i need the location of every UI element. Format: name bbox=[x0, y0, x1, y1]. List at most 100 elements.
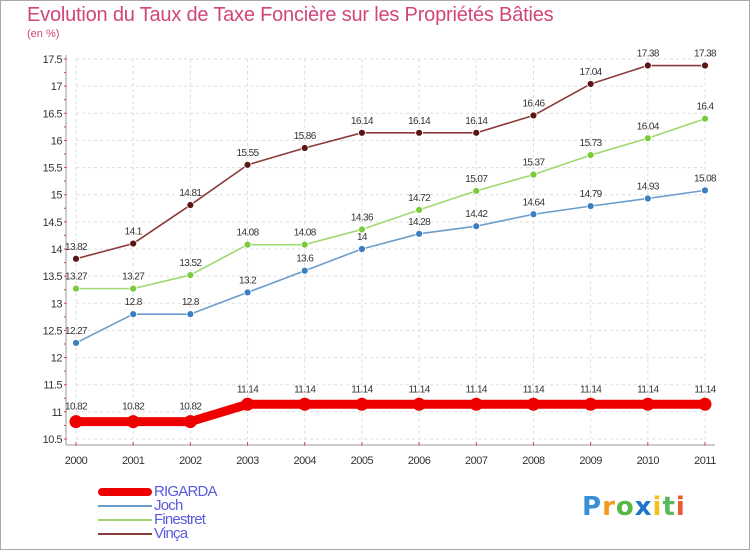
chart-title: Evolution du Taux de Taxe Foncière sur l… bbox=[27, 4, 554, 26]
legend-swatch bbox=[98, 533, 152, 535]
series-vinça bbox=[72, 61, 709, 263]
data-label: 14.72 bbox=[408, 193, 431, 204]
y-tick-label: 16.5 bbox=[43, 108, 63, 120]
series-finestret bbox=[72, 114, 709, 293]
y-tick-label: 16 bbox=[51, 135, 63, 147]
data-point bbox=[72, 254, 80, 263]
data-point bbox=[643, 134, 652, 143]
legend-item-finestret: Finestret bbox=[98, 511, 358, 528]
y-tick-label: 13.5 bbox=[43, 271, 63, 283]
data-label: 16.14 bbox=[351, 116, 374, 127]
legend-item-vinça: Vinça bbox=[98, 525, 358, 542]
legend-swatch bbox=[98, 505, 152, 507]
data-label: 14.08 bbox=[237, 228, 260, 239]
y-tick-label: 15.5 bbox=[43, 163, 63, 175]
data-point bbox=[472, 187, 481, 195]
data-point bbox=[186, 310, 195, 319]
data-point bbox=[701, 61, 709, 70]
x-tick-label: 2006 bbox=[408, 455, 431, 467]
data-point bbox=[472, 128, 481, 137]
grid-lines bbox=[75, 58, 706, 440]
data-label: 10.82 bbox=[65, 402, 88, 413]
legend-swatch bbox=[98, 488, 152, 496]
data-point bbox=[698, 397, 712, 411]
x-tick-label: 2011 bbox=[694, 455, 716, 467]
x-tick-label: 2001 bbox=[122, 455, 145, 467]
data-label: 16.46 bbox=[522, 98, 545, 109]
y-tick-label: 10.5 bbox=[43, 434, 63, 446]
data-label: 17.38 bbox=[637, 49, 660, 60]
data-point bbox=[415, 229, 423, 238]
x-tick-label: 2010 bbox=[637, 455, 660, 467]
data-label: 14.42 bbox=[465, 209, 488, 220]
data-point bbox=[415, 128, 423, 137]
data-point bbox=[126, 415, 140, 429]
logo-letter: r bbox=[602, 492, 616, 522]
y-tick-label: 14.5 bbox=[43, 217, 63, 229]
logo-letter: x bbox=[634, 492, 653, 522]
data-point bbox=[529, 111, 538, 120]
y-tick-label: 17 bbox=[51, 81, 63, 93]
data-point bbox=[241, 397, 255, 411]
data-point bbox=[529, 170, 538, 179]
logo-letter: i bbox=[652, 492, 663, 522]
y-tick-label: 14 bbox=[51, 244, 63, 256]
x-tick-label: 2003 bbox=[236, 455, 259, 467]
series-line-joch bbox=[75, 189, 706, 344]
data-label: 15.55 bbox=[237, 148, 260, 159]
data-label: 14.08 bbox=[294, 228, 317, 239]
data-point bbox=[129, 310, 138, 319]
x-tick-label: 2002 bbox=[179, 455, 202, 467]
data-point bbox=[358, 245, 366, 253]
data-point bbox=[183, 415, 197, 429]
data-label: 14.36 bbox=[351, 212, 374, 223]
data-label: 14.28 bbox=[408, 217, 431, 228]
y-tick-label: 12.5 bbox=[43, 325, 63, 337]
y-tick-label: 11.5 bbox=[43, 380, 62, 392]
series-line-finestret bbox=[76, 117, 706, 290]
series-line-rigarda bbox=[76, 399, 705, 427]
data-label: 12.8 bbox=[182, 297, 200, 308]
x-tick-label: 2000 bbox=[65, 455, 88, 467]
data-label: 14.93 bbox=[637, 182, 660, 193]
series-line-vinça bbox=[75, 64, 705, 260]
proxiti-logo: Proxiti bbox=[582, 492, 686, 522]
data-label: 16.14 bbox=[408, 116, 431, 127]
data-point bbox=[69, 415, 83, 429]
legend-label: RIGARDA bbox=[154, 483, 218, 500]
data-label: 17.04 bbox=[580, 67, 603, 78]
data-label: 16.14 bbox=[465, 116, 488, 127]
data-label: 15.86 bbox=[294, 131, 317, 142]
data-label: 13.27 bbox=[122, 272, 145, 283]
data-label: 14 bbox=[357, 232, 368, 243]
data-labels: 13.82 14.1 14.81 15.55 15.86 16.14 16.14 16.14 1… bbox=[65, 49, 718, 413]
data-label: 11.14 bbox=[351, 384, 373, 395]
data-point bbox=[298, 397, 312, 411]
data-point bbox=[300, 266, 309, 275]
data-point bbox=[129, 239, 138, 248]
logo-letter: i bbox=[675, 492, 686, 522]
data-point bbox=[129, 284, 138, 293]
legend-label: Joch bbox=[154, 497, 183, 514]
data-point bbox=[243, 288, 252, 297]
data-label: 15.37 bbox=[522, 158, 545, 169]
legend: RIGARDA Joch Finestret Vinça bbox=[98, 483, 358, 542]
data-point bbox=[358, 225, 366, 234]
x-tick-label: 2005 bbox=[351, 455, 374, 467]
data-label: 13.2 bbox=[239, 275, 257, 286]
data-label: 12.8 bbox=[125, 297, 143, 308]
data-label: 11.14 bbox=[466, 384, 488, 395]
logo-letter: t bbox=[662, 492, 676, 522]
y-tick-label: 17.5 bbox=[43, 54, 63, 66]
data-point bbox=[358, 128, 366, 137]
data-label: 14.64 bbox=[522, 197, 545, 208]
data-point bbox=[529, 210, 538, 219]
legend-swatch bbox=[98, 519, 152, 521]
data-label: 17.38 bbox=[694, 49, 717, 60]
y-tick-label: 15 bbox=[51, 190, 63, 202]
data-point bbox=[472, 222, 481, 231]
data-point bbox=[300, 240, 309, 249]
data-label: 11.14 bbox=[523, 384, 545, 395]
